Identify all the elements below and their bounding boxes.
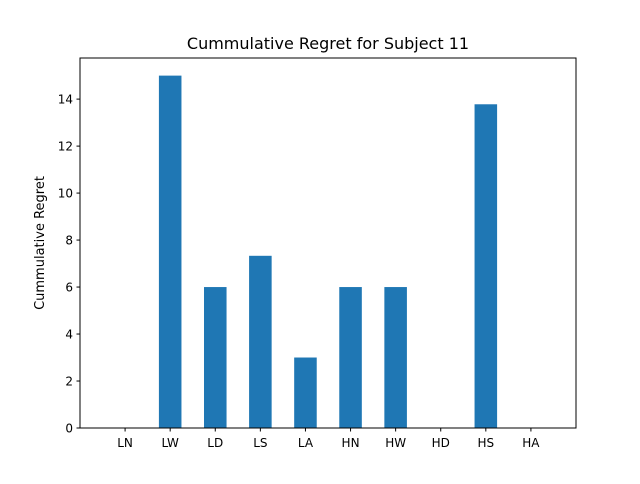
x-tick-label-lw: LW [161, 436, 179, 450]
y-tick-label: 2 [65, 374, 73, 388]
plot-frame [79, 57, 577, 429]
bar-hn [339, 287, 362, 428]
y-tick-label: 8 [65, 233, 73, 247]
bar-la [294, 357, 317, 428]
bar-ls [249, 255, 272, 428]
bar-hw [384, 287, 407, 428]
x-tick-label-ld: LD [207, 436, 223, 450]
y-tick-label: 4 [65, 327, 73, 341]
y-tick-label: 14 [58, 92, 73, 106]
bars-group [158, 75, 498, 429]
x-tick-label-ls: LS [253, 436, 267, 450]
bar-lw [158, 75, 182, 429]
chart-title: Cummulative Regret for Subject 11 [187, 34, 469, 53]
y-tick-label: 0 [65, 421, 73, 435]
x-tick-label-hn: HN [342, 436, 360, 450]
x-axis-ticks: LN LW LD LS LA HN HW HD HS HA [117, 428, 540, 450]
x-tick-label-hd: HD [432, 436, 450, 450]
y-axis-label: Cummulative Regret [33, 176, 48, 310]
x-tick-label-la: LA [298, 436, 314, 450]
y-tick-label: 6 [65, 280, 73, 294]
y-tick-label: 12 [58, 139, 73, 153]
x-tick-label-hs: HS [477, 436, 494, 450]
bar-ld [204, 287, 227, 428]
x-tick-label-ha: HA [522, 436, 540, 450]
x-tick-label-ln: LN [117, 436, 133, 450]
x-tick-label-hw: HW [385, 436, 406, 450]
y-axis-ticks: 0 2 4 6 8 10 12 14 [58, 92, 80, 435]
bar-hs [474, 104, 498, 428]
y-tick-label: 10 [58, 186, 73, 200]
